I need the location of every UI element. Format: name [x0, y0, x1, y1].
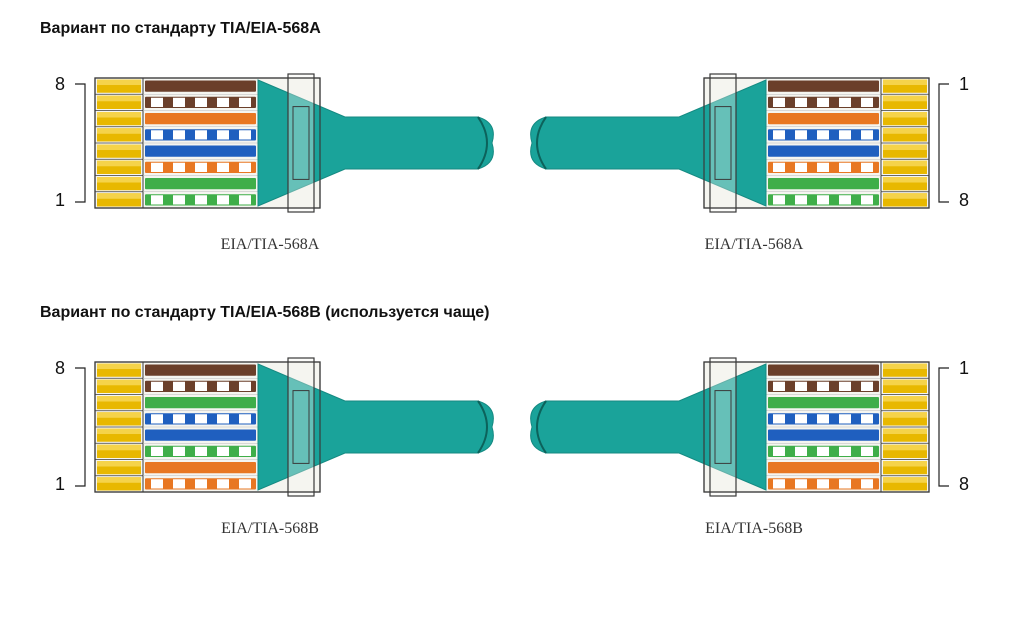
svg-text:1: 1 — [55, 474, 65, 494]
label-568b-left: EIA/TIA-568B — [221, 520, 319, 538]
svg-text:1: 1 — [959, 74, 969, 94]
connector-568b-right-wrap: 18 EIA/TIA-568B — [524, 352, 984, 538]
connector-568a-left-wrap: 81 EIA/TIA-568A — [40, 68, 500, 254]
row-568a: 81 EIA/TIA-568A 18 EIA/TIA-568A — [40, 68, 984, 254]
heading-568a: Вариант по стандарту TIA/EIA-568A — [40, 20, 984, 38]
connector-568b-left: 81 — [40, 352, 500, 502]
label-568a-left: EIA/TIA-568A — [221, 236, 320, 254]
svg-text:8: 8 — [959, 474, 969, 494]
connector-568b-left-wrap: 81 EIA/TIA-568B — [40, 352, 500, 538]
svg-text:8: 8 — [959, 190, 969, 210]
row-568b: 81 EIA/TIA-568B 18 EIA/TIA-568B — [40, 352, 984, 538]
svg-text:1: 1 — [55, 190, 65, 210]
connector-568a-right-wrap: 18 EIA/TIA-568A — [524, 68, 984, 254]
connector-568a-right: 18 — [524, 68, 984, 218]
connector-568a-left: 81 — [40, 68, 500, 218]
svg-text:8: 8 — [55, 358, 65, 378]
label-568b-right: EIA/TIA-568B — [705, 520, 803, 538]
svg-text:1: 1 — [959, 358, 969, 378]
connector-568b-right: 18 — [524, 352, 984, 502]
svg-text:8: 8 — [55, 74, 65, 94]
heading-568b: Вариант по стандарту TIA/EIA-568B (испол… — [40, 304, 984, 322]
label-568a-right: EIA/TIA-568A — [705, 236, 804, 254]
